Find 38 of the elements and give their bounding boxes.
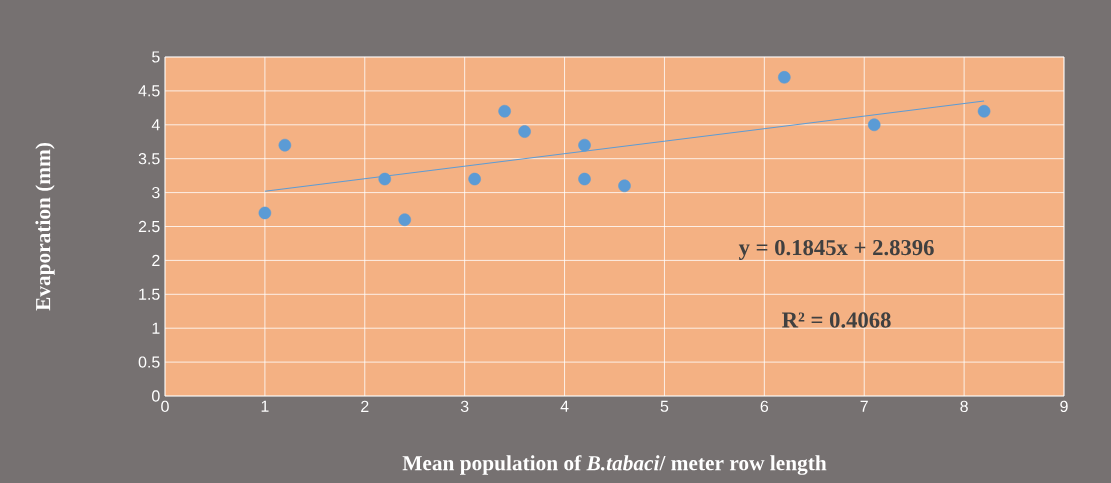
y-tick-label: 0 [152, 390, 160, 402]
x-tick-label: 2 [361, 400, 369, 412]
x-tick-label: 9 [1060, 400, 1068, 413]
point [498, 104, 511, 118]
x-tick-label: 5 [660, 400, 669, 412]
y-tick-label: 2 [152, 254, 160, 266]
point [258, 206, 272, 220]
y-tick-label: 4.5 [138, 85, 160, 97]
x-tick-label: 8 [960, 400, 968, 413]
y-tick-label: 3 [152, 186, 160, 199]
point [778, 71, 791, 84]
x-tick-label: 0 [161, 400, 169, 413]
point [867, 118, 881, 132]
point [578, 172, 591, 186]
y-axis-title: Evaporation (mm) [35, 143, 55, 311]
annotation: R² = 0.4068 [782, 312, 891, 328]
point [977, 104, 991, 118]
point [398, 213, 412, 226]
y-tick-label: 1 [152, 322, 160, 334]
y-tick-label: 4 [151, 119, 160, 131]
x-tick-label: 3 [460, 400, 469, 413]
point [578, 138, 591, 152]
point [468, 172, 481, 186]
x-axis-title: Mean population of B.tabaci/ meter row length [402, 455, 827, 475]
y-tick-label: 3.5 [138, 153, 160, 165]
y-tick-label: 1.5 [139, 288, 160, 300]
point [278, 138, 292, 152]
point [618, 179, 631, 193]
annotation: y = 0.1845x + 2.8396 [738, 239, 934, 260]
y-tick-label: 2.5 [138, 220, 160, 233]
x-tick-label: 6 [760, 400, 769, 413]
point [518, 125, 531, 138]
point [378, 172, 392, 186]
x-tick-label: 1 [261, 400, 269, 412]
y-tick-label: 5 [152, 51, 160, 63]
x-tick-label: 7 [860, 400, 868, 412]
x-tick-label: 4 [560, 400, 569, 412]
y-tick-label: 0.5 [138, 356, 160, 368]
